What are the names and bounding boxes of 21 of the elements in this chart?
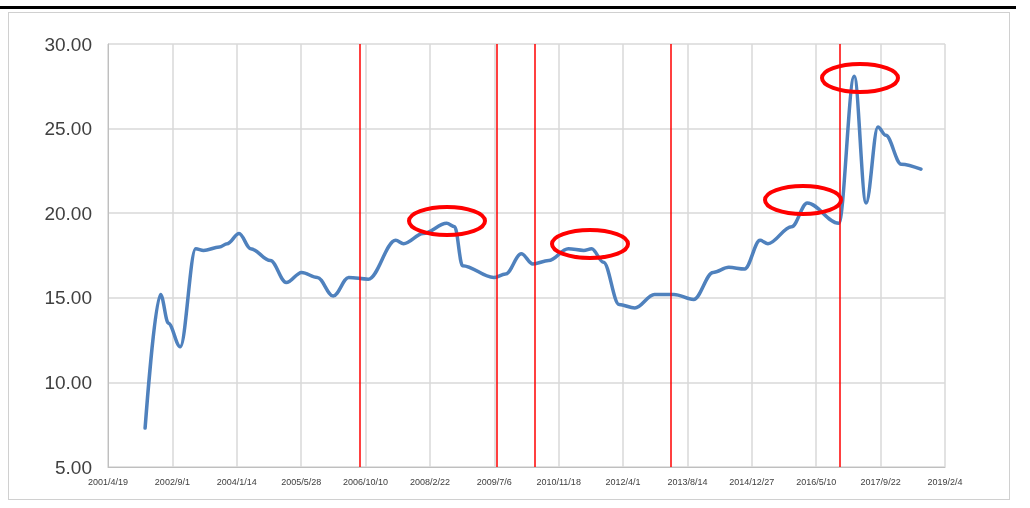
- x-tick-label: 2013/8/14: [667, 476, 708, 487]
- y-tick-label: 20.00: [44, 202, 92, 224]
- y-tick-label: 25.00: [44, 118, 92, 140]
- x-tick-label: 2005/5/28: [281, 476, 322, 487]
- x-tick-label: 2009/7/6: [476, 476, 512, 487]
- x-tick-label: 2014/12/27: [729, 476, 775, 487]
- x-tick-label: 2004/1/14: [216, 476, 257, 487]
- x-tick-label: 2002/9/1: [154, 476, 190, 487]
- line-series: [143, 74, 923, 430]
- x-tick-label: 2019/2/4: [927, 476, 963, 487]
- y-tick-label: 30.00: [44, 33, 92, 55]
- y-tick-label: 10.00: [44, 371, 92, 393]
- y-tick-label: 5.00: [55, 456, 92, 478]
- x-tick-label: 2001/4/19: [87, 476, 129, 487]
- x-tick-label: 2017/9/22: [860, 476, 901, 487]
- x-tick-label: 2006/10/10: [343, 476, 389, 487]
- x-tick-label: 2012/4/1: [605, 476, 641, 487]
- y-tick-label: 15.00: [44, 287, 92, 309]
- x-tick-label: 2016/5/10: [796, 476, 837, 487]
- x-tick-label: 2010/11/18: [536, 476, 581, 487]
- x-tick-label: 2008/2/22: [409, 476, 450, 487]
